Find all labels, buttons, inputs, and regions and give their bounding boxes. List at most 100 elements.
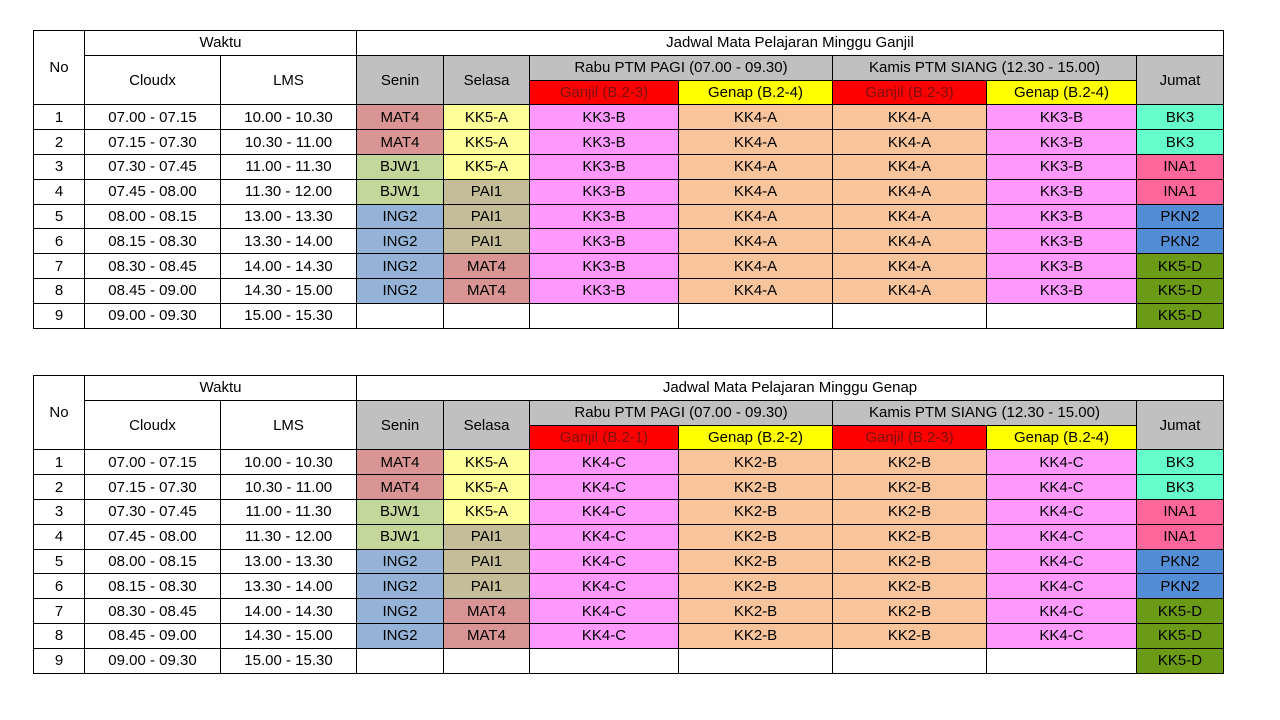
cell-lms: 13.00 - 13.30 (220, 548, 357, 575)
cell-kamis-genap: KK3-B (986, 203, 1137, 230)
cell-cloudx: 09.00 - 09.30 (84, 302, 221, 329)
cell-rabu-genap: KK2-B (678, 498, 833, 525)
cell-rabu-genap (678, 647, 833, 674)
cell-lms: 10.00 - 10.30 (220, 449, 357, 476)
cell-lms: 11.00 - 11.30 (220, 153, 357, 180)
cell-selasa: PAI1 (443, 203, 530, 230)
cell-selasa: MAT4 (443, 598, 530, 624)
cell-jumat: BK3 (1136, 129, 1224, 155)
cell-rabu-genap: KK4-A (678, 178, 833, 205)
cell-cloudx: 08.30 - 08.45 (84, 253, 221, 279)
cell-selasa: PAI1 (443, 573, 530, 600)
cell-cloudx: 07.15 - 07.30 (84, 129, 221, 155)
cell-lms: 13.30 - 14.00 (220, 228, 357, 255)
cell-lms: 10.30 - 11.00 (220, 129, 357, 155)
cell-selasa: MAT4 (443, 253, 530, 279)
cell-kamis-ganjil (832, 647, 987, 674)
cell-kamis-ganjil: KK2-B (832, 474, 987, 500)
header-kamis-genap: Genap (B.2-4) (986, 424, 1137, 451)
cell-selasa: PAI1 (443, 178, 530, 205)
table-row: 1 07.00 - 07.15 10.00 - 10.30 MAT4 KK5-A KK3-… (33, 104, 1224, 131)
cell-kamis-genap: KK3-B (986, 104, 1137, 131)
cell-kamis-genap: KK4-C (986, 548, 1137, 575)
cell-cloudx: 08.15 - 08.30 (84, 228, 221, 255)
cell-jumat: KK5-D (1136, 647, 1224, 674)
cell-rabu-ganjil: KK4-C (529, 548, 679, 575)
cell-cloudx: 08.00 - 08.15 (84, 548, 221, 575)
cell-rabu-ganjil: KK3-B (529, 153, 679, 180)
cell-kamis-ganjil: KK2-B (832, 523, 987, 550)
cell-kamis-ganjil: KK2-B (832, 498, 987, 525)
cell-cloudx: 08.00 - 08.15 (84, 203, 221, 230)
cell-selasa: PAI1 (443, 228, 530, 255)
cell-jumat: KK5-D (1136, 302, 1224, 329)
cell-lms: 10.30 - 11.00 (220, 474, 357, 500)
header-no: No (33, 29, 85, 106)
cell-kamis-ganjil: KK4-A (832, 129, 987, 155)
cell-lms: 11.00 - 11.30 (220, 498, 357, 525)
cell-no: 5 (33, 548, 85, 575)
cell-kamis-ganjil: KK4-A (832, 104, 987, 131)
cell-rabu-ganjil: KK4-C (529, 474, 679, 500)
cell-jumat: KK5-D (1136, 622, 1224, 649)
cell-kamis-ganjil: KK4-A (832, 228, 987, 255)
cell-lms: 14.00 - 14.30 (220, 253, 357, 279)
cell-rabu-genap: KK2-B (678, 598, 833, 624)
cell-kamis-genap: KK4-C (986, 598, 1137, 624)
cell-no: 7 (33, 598, 85, 624)
cell-kamis-ganjil: KK4-A (832, 203, 987, 230)
cell-lms: 14.00 - 14.30 (220, 598, 357, 624)
cell-rabu-genap: KK2-B (678, 474, 833, 500)
cell-jumat: KK5-D (1136, 277, 1224, 304)
cell-no: 3 (33, 498, 85, 525)
header-waktu: Waktu (84, 30, 357, 56)
cell-kamis-genap: KK4-C (986, 449, 1137, 476)
cell-rabu-genap: KK2-B (678, 449, 833, 476)
cell-jumat: PKN2 (1136, 228, 1224, 255)
header-senin: Senin (356, 54, 444, 106)
cell-lms: 11.30 - 12.00 (220, 523, 357, 550)
cell-senin (356, 302, 444, 329)
cell-rabu-genap: KK4-A (678, 203, 833, 230)
header-cloudx: Cloudx (84, 399, 221, 451)
cell-no: 9 (33, 302, 85, 329)
cell-senin: ING2 (356, 548, 444, 575)
cell-senin (356, 647, 444, 674)
cell-selasa: KK5-A (443, 498, 530, 525)
cell-cloudx: 07.00 - 07.15 (84, 449, 221, 476)
header-kamis-genap: Genap (B.2-4) (986, 79, 1137, 106)
cell-lms: 15.00 - 15.30 (220, 647, 357, 674)
cell-cloudx: 07.45 - 08.00 (84, 523, 221, 550)
cell-selasa: KK5-A (443, 104, 530, 131)
header-waktu: Waktu (84, 375, 357, 401)
cell-senin: BJW1 (356, 153, 444, 180)
cell-no: 2 (33, 474, 85, 500)
table-row: 8 08.45 - 09.00 14.30 - 15.00 ING2 MAT4 KK4-C… (33, 622, 1224, 649)
cell-rabu-ganjil: KK3-B (529, 129, 679, 155)
cell-kamis-ganjil (832, 302, 987, 329)
cell-selasa (443, 647, 530, 674)
cell-no: 4 (33, 178, 85, 205)
cell-jumat: BK3 (1136, 449, 1224, 476)
cell-rabu-ganjil: KK3-B (529, 104, 679, 131)
cell-rabu-genap: KK4-A (678, 228, 833, 255)
cell-senin: ING2 (356, 277, 444, 304)
cell-rabu-ganjil: KK3-B (529, 203, 679, 230)
cell-selasa: KK5-A (443, 153, 530, 180)
cell-no: 7 (33, 253, 85, 279)
cell-senin: MAT4 (356, 449, 444, 476)
cell-no: 8 (33, 277, 85, 304)
cell-selasa (443, 302, 530, 329)
cell-rabu-ganjil: KK3-B (529, 253, 679, 279)
header-jumat: Jumat (1136, 399, 1224, 451)
header-senin: Senin (356, 399, 444, 451)
header-rabu: Rabu PTM PAGI (07.00 - 09.30) (529, 54, 833, 81)
table-row: 1 07.00 - 07.15 10.00 - 10.30 MAT4 KK5-A KK4-… (33, 449, 1224, 476)
cell-jumat: PKN2 (1136, 203, 1224, 230)
header-kamis: Kamis PTM SIANG (12.30 - 15.00) (832, 54, 1137, 81)
cell-senin: BJW1 (356, 178, 444, 205)
header-kamis-ganjil: Ganjil (B.2-3) (832, 79, 987, 106)
cell-rabu-ganjil: KK4-C (529, 523, 679, 550)
cell-lms: 13.30 - 14.00 (220, 573, 357, 600)
cell-selasa: KK5-A (443, 474, 530, 500)
